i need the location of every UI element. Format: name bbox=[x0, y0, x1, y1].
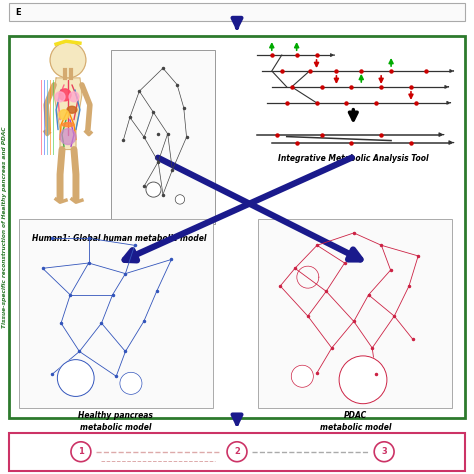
Bar bbox=[9, 36, 465, 418]
Text: Human1: Global human metabolic model: Human1: Global human metabolic model bbox=[32, 234, 207, 243]
Text: Integrative Metabolic Analysis Tool: Integrative Metabolic Analysis Tool bbox=[278, 155, 428, 164]
Circle shape bbox=[69, 92, 79, 102]
Circle shape bbox=[59, 89, 71, 101]
Text: 3: 3 bbox=[381, 447, 387, 456]
Ellipse shape bbox=[62, 123, 74, 127]
Circle shape bbox=[146, 182, 161, 197]
Text: PDAC
metabolic model: PDAC metabolic model bbox=[319, 411, 391, 432]
Bar bbox=[9, 3, 465, 21]
Polygon shape bbox=[54, 78, 82, 149]
Circle shape bbox=[55, 92, 65, 102]
Circle shape bbox=[57, 360, 94, 396]
Circle shape bbox=[175, 195, 185, 204]
Circle shape bbox=[71, 442, 91, 462]
Bar bbox=[258, 219, 452, 408]
Bar bbox=[15, 45, 224, 239]
Text: 1: 1 bbox=[78, 447, 84, 456]
Text: Tissue-specific reconstruction of Healthy pancreas and PDAC: Tissue-specific reconstruction of Health… bbox=[2, 126, 7, 328]
Circle shape bbox=[60, 128, 76, 145]
Text: E: E bbox=[15, 8, 21, 17]
Bar bbox=[9, 433, 465, 471]
Circle shape bbox=[339, 356, 387, 404]
Circle shape bbox=[59, 110, 69, 120]
Text: Healthy pancreas
metabolic model: Healthy pancreas metabolic model bbox=[78, 411, 153, 432]
Circle shape bbox=[50, 42, 86, 78]
Circle shape bbox=[374, 442, 394, 462]
Bar bbox=[19, 219, 213, 408]
Text: 2: 2 bbox=[234, 447, 240, 456]
Ellipse shape bbox=[67, 106, 77, 113]
Bar bbox=[111, 50, 215, 224]
Circle shape bbox=[227, 442, 247, 462]
Circle shape bbox=[292, 365, 313, 387]
Circle shape bbox=[120, 372, 142, 394]
